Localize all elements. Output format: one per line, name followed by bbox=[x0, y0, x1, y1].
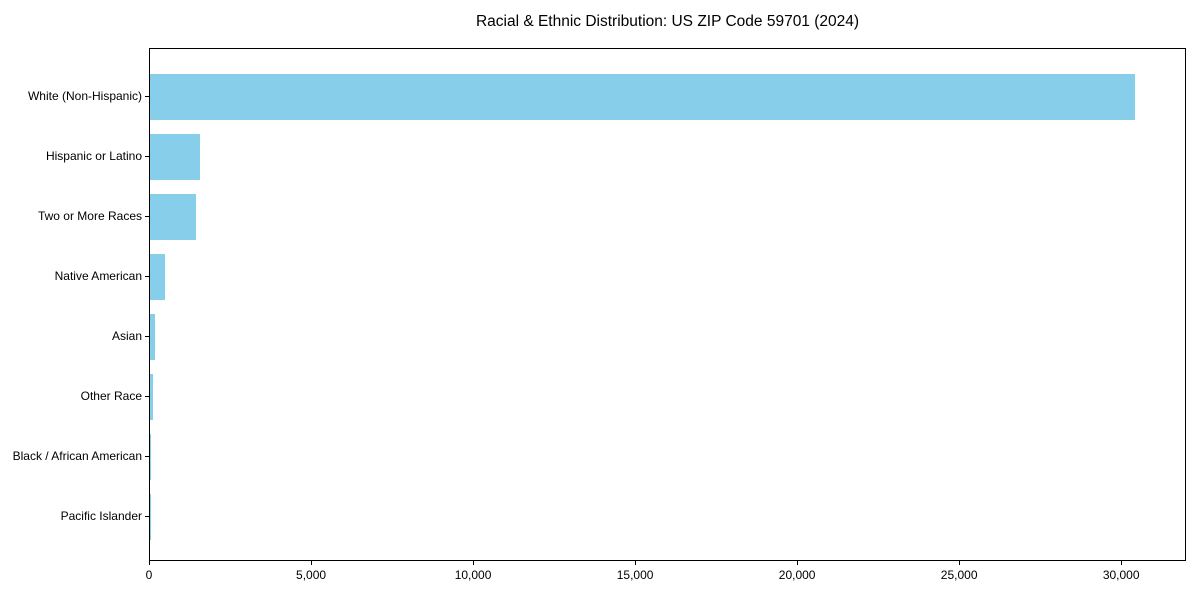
x-tick-mark bbox=[797, 561, 799, 565]
x-tick-mark bbox=[311, 561, 313, 565]
x-tick-label: 20,000 bbox=[778, 568, 816, 582]
y-tick-mark bbox=[145, 396, 149, 397]
y-tick-label: Hispanic or Latino bbox=[45, 149, 142, 163]
y-tick-label: Other Race bbox=[80, 389, 142, 403]
x-tick-label: 25,000 bbox=[940, 568, 978, 582]
x-tick-label: 5,000 bbox=[296, 568, 327, 582]
x-tick-mark bbox=[959, 561, 961, 565]
y-tick-label: Pacific Islander bbox=[60, 509, 142, 523]
y-tick-mark bbox=[145, 156, 149, 157]
y-tick-label: Black / African American bbox=[12, 449, 142, 463]
x-tick-label: 15,000 bbox=[616, 568, 654, 582]
y-tick-mark bbox=[145, 456, 149, 457]
x-tick-label: 10,000 bbox=[454, 568, 492, 582]
x-tick-label: 0 bbox=[145, 568, 153, 582]
y-tick-label: White (Non-Hispanic) bbox=[27, 89, 142, 103]
x-tick-mark bbox=[1121, 561, 1123, 565]
y-tick-mark bbox=[145, 336, 149, 337]
x-tick-mark bbox=[473, 561, 475, 565]
bar bbox=[150, 374, 153, 420]
bar bbox=[150, 314, 155, 360]
y-tick-mark bbox=[145, 516, 149, 517]
x-tick-label: 30,000 bbox=[1102, 568, 1140, 582]
bar bbox=[150, 74, 1136, 120]
y-tick-label: Asian bbox=[111, 329, 142, 343]
y-tick-mark bbox=[145, 216, 149, 217]
bar bbox=[150, 254, 165, 300]
y-tick-label: Two or More Races bbox=[37, 209, 142, 223]
y-tick-label: Native American bbox=[54, 269, 142, 283]
x-tick-mark bbox=[149, 561, 150, 565]
chart-title: Racial & Ethnic Distribution: US ZIP Cod… bbox=[475, 13, 860, 30]
y-tick-mark bbox=[145, 276, 149, 277]
y-tick-mark bbox=[145, 96, 149, 97]
plot-area bbox=[149, 48, 1186, 561]
bar bbox=[150, 434, 151, 480]
bar bbox=[150, 134, 200, 180]
x-tick-mark bbox=[635, 561, 637, 565]
bar bbox=[150, 194, 196, 240]
